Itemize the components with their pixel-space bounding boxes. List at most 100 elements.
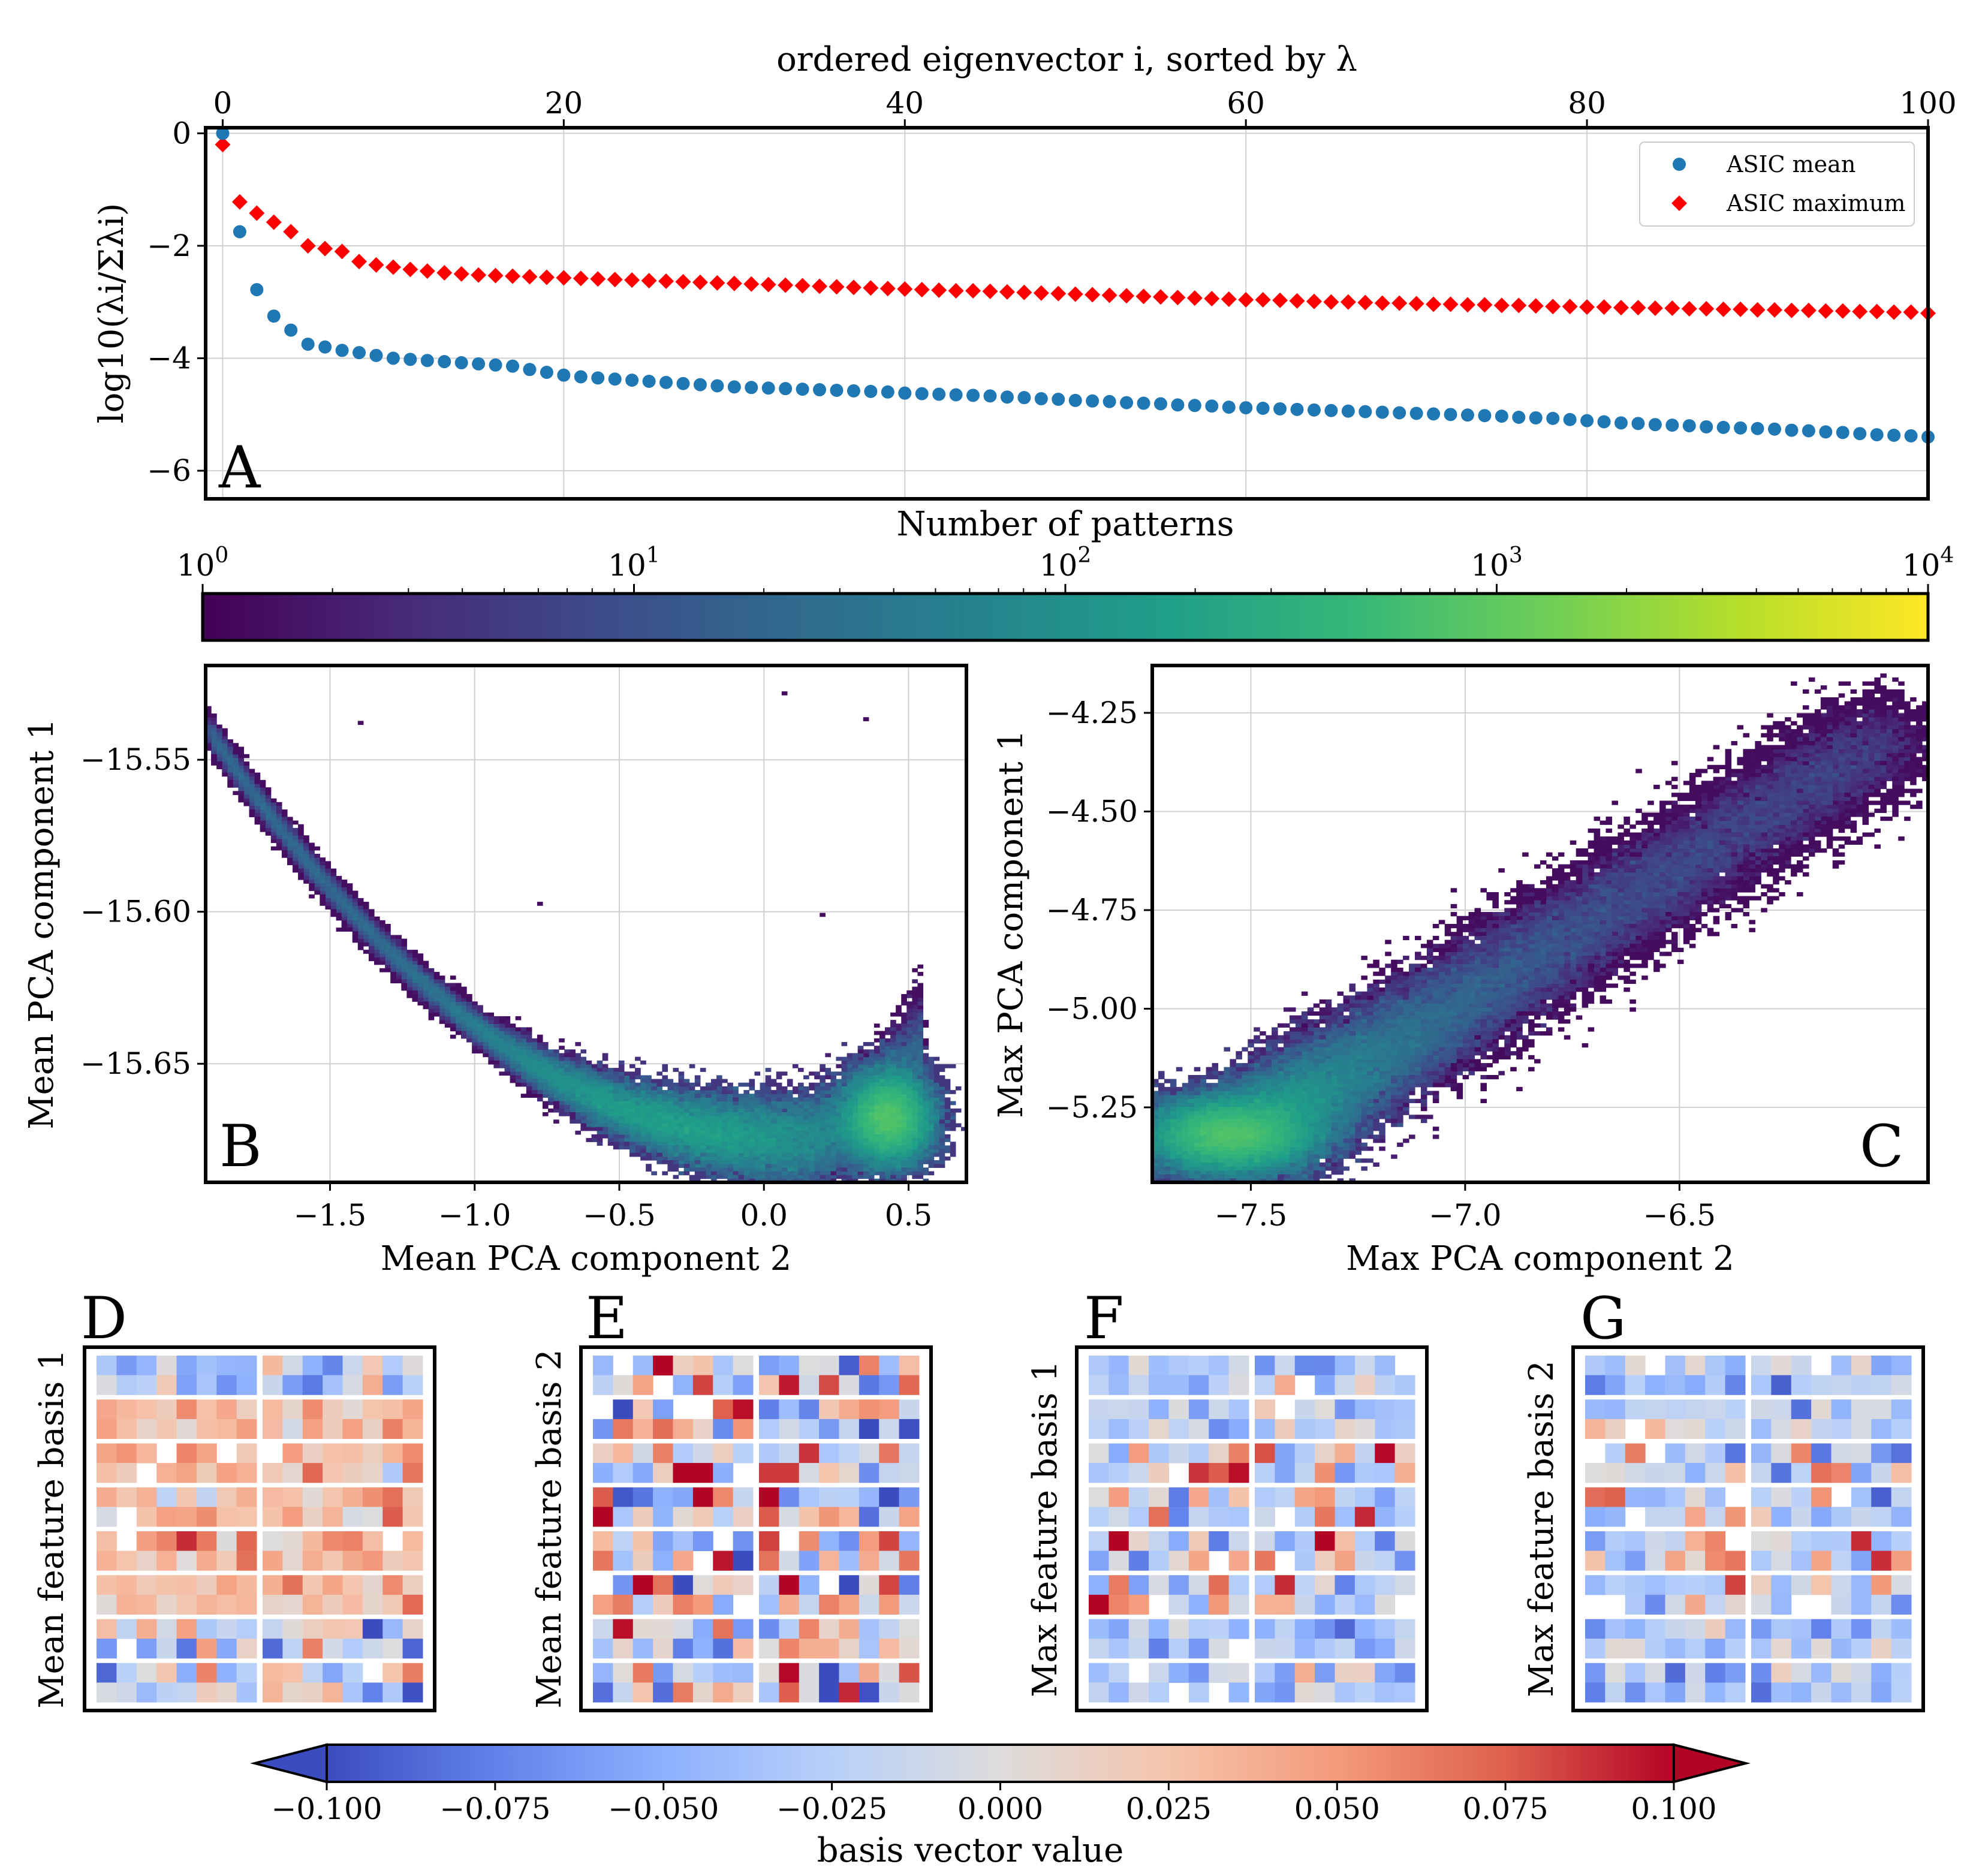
heatmap-cell: [493, 1053, 500, 1058]
heatmap-cell: [1331, 1055, 1338, 1060]
heatmap-cell: [1641, 856, 1648, 861]
heatmap-cell: [1278, 1091, 1284, 1095]
heatmap-cell: [363, 931, 369, 936]
heatmap-cell: [781, 1094, 788, 1098]
heatmap-cell: [673, 1104, 679, 1109]
heatmap-cell: [798, 1123, 804, 1128]
heatmap-cell: [1283, 1107, 1290, 1112]
heatmap-cell: [760, 1127, 766, 1131]
heatmap-cell: [885, 1101, 891, 1106]
heatmap-cell: [1313, 1059, 1320, 1064]
heatmap-cell: [1874, 745, 1881, 749]
heatmap-cell: [352, 920, 359, 925]
heatmap-cell: [890, 1127, 896, 1131]
heatmap-cell: [309, 850, 315, 854]
heatmap-cell: [944, 1127, 951, 1131]
heatmap-cell: [1808, 764, 1815, 769]
heatmap-cell: [873, 1031, 880, 1035]
heatmap-cell: [917, 1042, 924, 1046]
heatmap-cell: [912, 1123, 918, 1128]
heatmap-cell: [814, 1152, 820, 1157]
heatmap-cell: [303, 854, 309, 858]
heatmap-cell: [1480, 991, 1487, 996]
heatmap-cell: [863, 1082, 869, 1087]
heatmap-cell: [1325, 1122, 1332, 1127]
heatmap-cell: [298, 872, 304, 877]
heatmap-cell: [303, 865, 309, 869]
heatmap-cell: [912, 1142, 918, 1146]
heatmap-cell: [330, 872, 337, 877]
heatmap-cell: [868, 1134, 875, 1139]
heatmap-cell: [1480, 928, 1487, 932]
heatmap-cell: [1450, 983, 1457, 988]
heatmap-cell: [1432, 1031, 1439, 1036]
data-point-max: [1613, 300, 1629, 316]
heatmap-cell: [646, 1142, 652, 1146]
heatmap-cell: [1218, 1071, 1225, 1076]
heatmap-cell: [906, 1075, 912, 1080]
heatmap-cell: [928, 1149, 935, 1154]
heatmap-cell: [488, 1049, 495, 1054]
heatmap-cell: [238, 761, 245, 766]
heatmap-cell: [1426, 999, 1433, 1004]
heatmap-cell: [1743, 824, 1749, 829]
heatmap-cell: [906, 1056, 912, 1061]
heatmap-cell: [678, 1086, 685, 1091]
heatmap-cell: [396, 964, 402, 969]
heatmap-cell: [1814, 805, 1821, 809]
heatmap-cell: [885, 1152, 891, 1157]
heatmap-cell: [760, 1119, 766, 1124]
heatmap-cell: [1468, 1035, 1475, 1040]
heatmap-cell: [1391, 1003, 1397, 1008]
heatmap-cell: [336, 880, 342, 884]
heatmap-cell: [1254, 1139, 1260, 1143]
heatmap-cell: [570, 1071, 576, 1076]
heatmap-cell: [1391, 991, 1397, 996]
data-point-mean: [659, 375, 673, 389]
data-point-mean: [386, 351, 400, 365]
heatmap-cell: [646, 1112, 652, 1116]
heatmap-cell: [716, 1142, 722, 1146]
heatmap-cell: [347, 894, 353, 899]
y-tick-label: −15.60: [80, 895, 191, 929]
heatmap-cell: [336, 909, 342, 914]
heatmap-cell: [1671, 856, 1678, 861]
heatmap-cell: [716, 1119, 722, 1124]
heatmap-cell: [504, 1042, 511, 1046]
heatmap-cell: [803, 1175, 809, 1179]
heatmap-cell: [1623, 892, 1630, 897]
heatmap-cell: [1450, 1019, 1457, 1024]
heatmap-cell: [1725, 769, 1732, 773]
heatmap-cell: [373, 942, 380, 947]
heatmap-cell: [1498, 912, 1505, 917]
heatmap-cell: [814, 1075, 820, 1080]
heatmap-cell: [1248, 1098, 1254, 1103]
heatmap-cell: [1797, 769, 1803, 773]
heatmap-cell: [803, 1094, 809, 1098]
heatmap-cell: [406, 993, 413, 998]
heatmap-cell: [1230, 1134, 1236, 1139]
heatmap-cell: [901, 1020, 907, 1024]
heatmap-cell: [787, 1138, 793, 1142]
heatmap-cell: [1272, 1130, 1278, 1136]
heatmap-cell: [1617, 959, 1624, 964]
heatmap-cell: [667, 1145, 674, 1150]
heatmap-cell: [906, 1060, 912, 1065]
heatmap-cell: [710, 1175, 717, 1179]
heatmap-cell: [939, 1145, 945, 1150]
heatmap-cell: [385, 931, 391, 936]
heatmap-cell: [531, 1038, 538, 1043]
heatmap-cell: [1838, 725, 1845, 730]
heatmap-cell: [1558, 956, 1565, 960]
heatmap-cell: [792, 1112, 799, 1116]
heatmap-cell: [1289, 1115, 1296, 1119]
heatmap-cell: [439, 990, 445, 995]
heatmap-cell: [293, 857, 299, 862]
heatmap-cell: [733, 1160, 739, 1164]
heatmap-cell: [1319, 1103, 1326, 1107]
heatmap-cell: [863, 1134, 869, 1139]
heatmap-cell: [1516, 991, 1523, 996]
heatmap-cell: [727, 1149, 733, 1154]
heatmap-cell: [847, 1127, 853, 1131]
heatmap-cell: [1826, 745, 1833, 749]
